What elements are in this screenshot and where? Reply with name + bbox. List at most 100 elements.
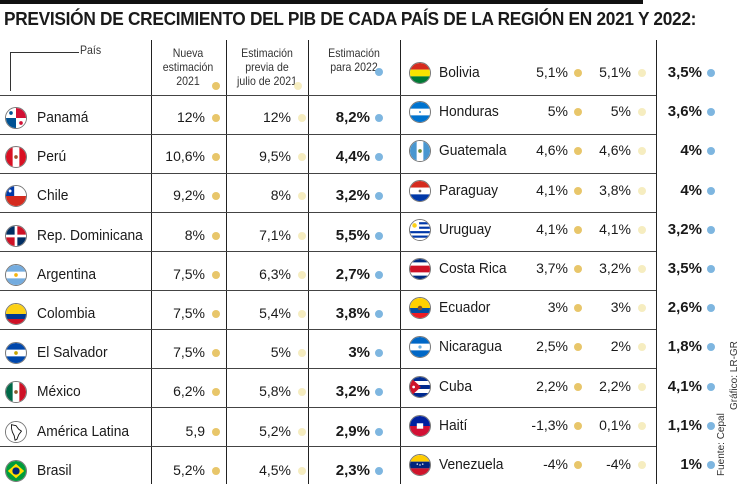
value-c2-dot (298, 270, 306, 279)
row-divider (400, 251, 656, 252)
value-c2-dot (298, 153, 306, 162)
row-divider (0, 446, 400, 447)
column-divider (400, 40, 401, 484)
latin-america-map-icon (5, 420, 27, 443)
value-c2: 6,3% (259, 265, 291, 282)
country-name: Honduras (439, 103, 499, 121)
value-c1-dot (574, 461, 582, 469)
value-c2-dot (638, 225, 646, 234)
value-c1: 3,7% (536, 260, 568, 276)
value-c1-dot (212, 466, 220, 475)
cuba-flag-icon (409, 375, 431, 398)
venezuela-flag-icon (409, 454, 431, 476)
value-c2-dot (638, 343, 646, 352)
value-c2-dot (638, 461, 646, 469)
value-c3: 5,5% (335, 226, 370, 244)
column-divider (656, 40, 657, 484)
value-c3: 3,6% (667, 103, 702, 121)
row-divider (400, 368, 656, 369)
row-divider (400, 173, 656, 174)
peru-flag-icon (5, 146, 27, 169)
value-c1: 4,6% (536, 142, 568, 159)
value-c1-dot (574, 69, 582, 77)
row-divider (0, 134, 400, 135)
chile-flag-icon (5, 185, 27, 208)
value-c1: 6,2% (173, 383, 205, 400)
header-nueva-estimacion-2021-line: 2021 (176, 74, 200, 88)
header-estimacion-previa-julio-2021-line: Estimación (241, 46, 293, 60)
country-name: Colombia (37, 305, 96, 322)
header-estimacion-2022: Estimación para 2022 (314, 46, 393, 74)
row-divider (400, 212, 656, 213)
country-name: Costa Rica (439, 260, 507, 277)
value-c1: 5,1% (536, 64, 568, 80)
value-c1: -4% (543, 456, 568, 472)
header-estimacion-2022-dot (375, 68, 383, 76)
value-c1: 7,5% (173, 305, 205, 321)
costa-rica-flag-icon (409, 258, 431, 280)
argentina-flag-icon (5, 263, 27, 286)
bolivia-flag-icon (409, 62, 431, 84)
value-c3: 2,7% (335, 265, 370, 283)
value-c1-dot (212, 310, 220, 318)
row-divider (400, 407, 656, 408)
header-nueva-estimacion-2021: Nueva estimación 2021 (148, 46, 227, 88)
value-c2: 5,4% (259, 305, 291, 321)
value-c1-dot (212, 231, 220, 240)
value-c2-dot (638, 421, 646, 430)
value-c3-dot (375, 349, 383, 358)
value-c2-dot (298, 231, 306, 240)
value-c2-dot (638, 304, 646, 313)
value-c3: 2,3% (335, 461, 370, 479)
value-c3: 3,2% (335, 187, 370, 205)
row-divider (0, 95, 400, 96)
table-row: Venezuela -4% -4% 1% (0, 446, 740, 485)
value-c3: 2,6% (667, 299, 702, 317)
header-nueva-estimacion-2021-line: Nueva (172, 46, 204, 60)
country-name: Uruguay (439, 220, 492, 238)
table-row: El Salvador 7,5% 5% 3% (0, 334, 740, 373)
value-c1-dot (212, 270, 220, 279)
country-name: Ecuador (439, 299, 491, 317)
value-c3: 1% (680, 456, 702, 473)
haiti-flag-icon (409, 414, 431, 437)
country-name: Guatemala (439, 142, 507, 160)
value-c1-dot (574, 225, 582, 234)
value-c3-dot (707, 304, 715, 313)
value-c1: 8% (184, 226, 205, 243)
value-c1-dot (574, 108, 582, 117)
value-c3-dot (707, 343, 715, 352)
value-c3-dot (375, 270, 383, 279)
value-c1-dot (212, 153, 220, 162)
table-row: Paraguay 4,1% 3,8% 4% (0, 172, 740, 211)
value-c3: 4% (680, 181, 702, 199)
value-c2-dot (638, 382, 646, 391)
header-estimacion-previa-julio-2021-line: julio de 2021 (237, 74, 297, 88)
ecuador-flag-icon (409, 297, 431, 320)
value-c1: 7,5% (173, 344, 205, 361)
country-name: Paraguay (439, 181, 499, 199)
row-divider (0, 212, 400, 213)
value-c2-dot (638, 147, 646, 156)
header-nueva-estimacion-2021-line: estimación (162, 60, 214, 74)
value-c1-dot (212, 114, 220, 122)
value-c2: 4,5% (259, 461, 291, 478)
value-c2: 7,1% (259, 226, 291, 243)
table-row: Chile 9,2% 8% 3,2% (0, 177, 740, 216)
table-row: Guatemala 4,6% 4,6% 4% (0, 132, 740, 171)
value-c3-dot (707, 225, 715, 234)
value-c2: 3% (610, 299, 631, 316)
table-row: Haití -1,3% 0,1% 1,1% (0, 407, 740, 446)
country-name: Brasil (37, 461, 72, 479)
value-c3: 3,5% (667, 64, 702, 81)
header-estimacion-previa-julio-2021-dot (294, 82, 302, 90)
paraguay-flag-icon (409, 179, 431, 202)
value-c3-dot (375, 114, 383, 122)
country-name: Perú (37, 148, 67, 166)
value-c3-dot (707, 421, 715, 430)
country-name: Venezuela (439, 456, 504, 473)
row-divider (400, 134, 656, 135)
row-divider (0, 368, 400, 369)
value-c3-dot (707, 382, 715, 391)
country-name: Rep. Dominicana (37, 226, 143, 244)
